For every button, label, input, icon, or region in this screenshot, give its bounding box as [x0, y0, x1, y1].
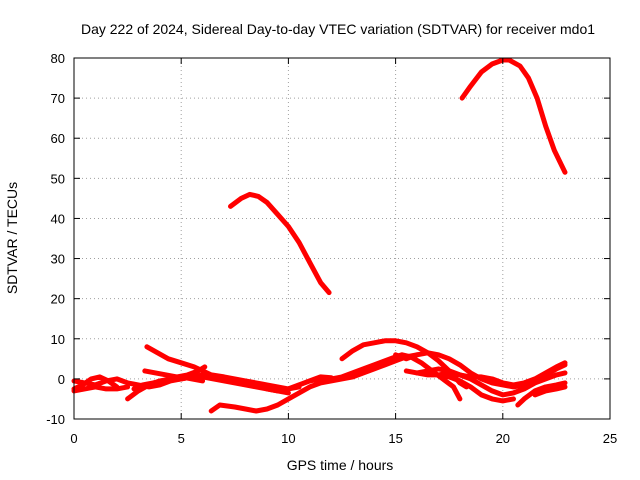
grid	[74, 58, 610, 419]
x-tick-label: 5	[178, 431, 185, 446]
y-tick-label: 60	[51, 131, 65, 146]
chart-title: Day 222 of 2024, Sidereal Day-to-day VTE…	[81, 21, 595, 37]
series-arc-14	[403, 368, 568, 398]
plot-frame	[73, 57, 611, 420]
y-tick-label: 20	[51, 292, 65, 307]
y-tick-label: 10	[51, 332, 65, 347]
x-tick-label: 15	[388, 431, 402, 446]
y-tick-label: -10	[46, 412, 65, 427]
y-tick-label: 70	[51, 91, 65, 106]
series-arc-16	[436, 372, 516, 404]
series-arc-18	[532, 384, 568, 398]
series-arc-5	[71, 384, 131, 394]
y-tick-label: 0	[58, 372, 65, 387]
series-arc-2	[459, 57, 568, 175]
x-tick-label: 25	[603, 431, 617, 446]
series-arc-9	[142, 364, 208, 380]
series-arc-4	[71, 374, 120, 392]
series-arc-1	[228, 191, 332, 296]
x-tick-label: 10	[281, 431, 295, 446]
y-tick-label: 30	[51, 252, 65, 267]
series-arc-15	[414, 360, 568, 388]
y-axis-label: SDTVAR / TECUs	[4, 182, 20, 294]
x-tick-label: 0	[70, 431, 77, 446]
y-tick-label: 40	[51, 211, 65, 226]
plot-series	[71, 57, 568, 414]
x-tick-label: 20	[496, 431, 510, 446]
y-tick-label: 50	[51, 171, 65, 186]
x-axis-label: GPS time / hours	[287, 457, 394, 473]
series-arc-10	[208, 352, 420, 414]
series-arc-8	[144, 344, 302, 392]
series-arc-7	[131, 374, 291, 396]
y-tick-label: 80	[51, 51, 65, 66]
series-arc-17	[515, 380, 568, 408]
axis-ticks: 0 5 10 15 20 25 -10 0 10 20 30 40 50 60 70 80	[46, 51, 617, 446]
